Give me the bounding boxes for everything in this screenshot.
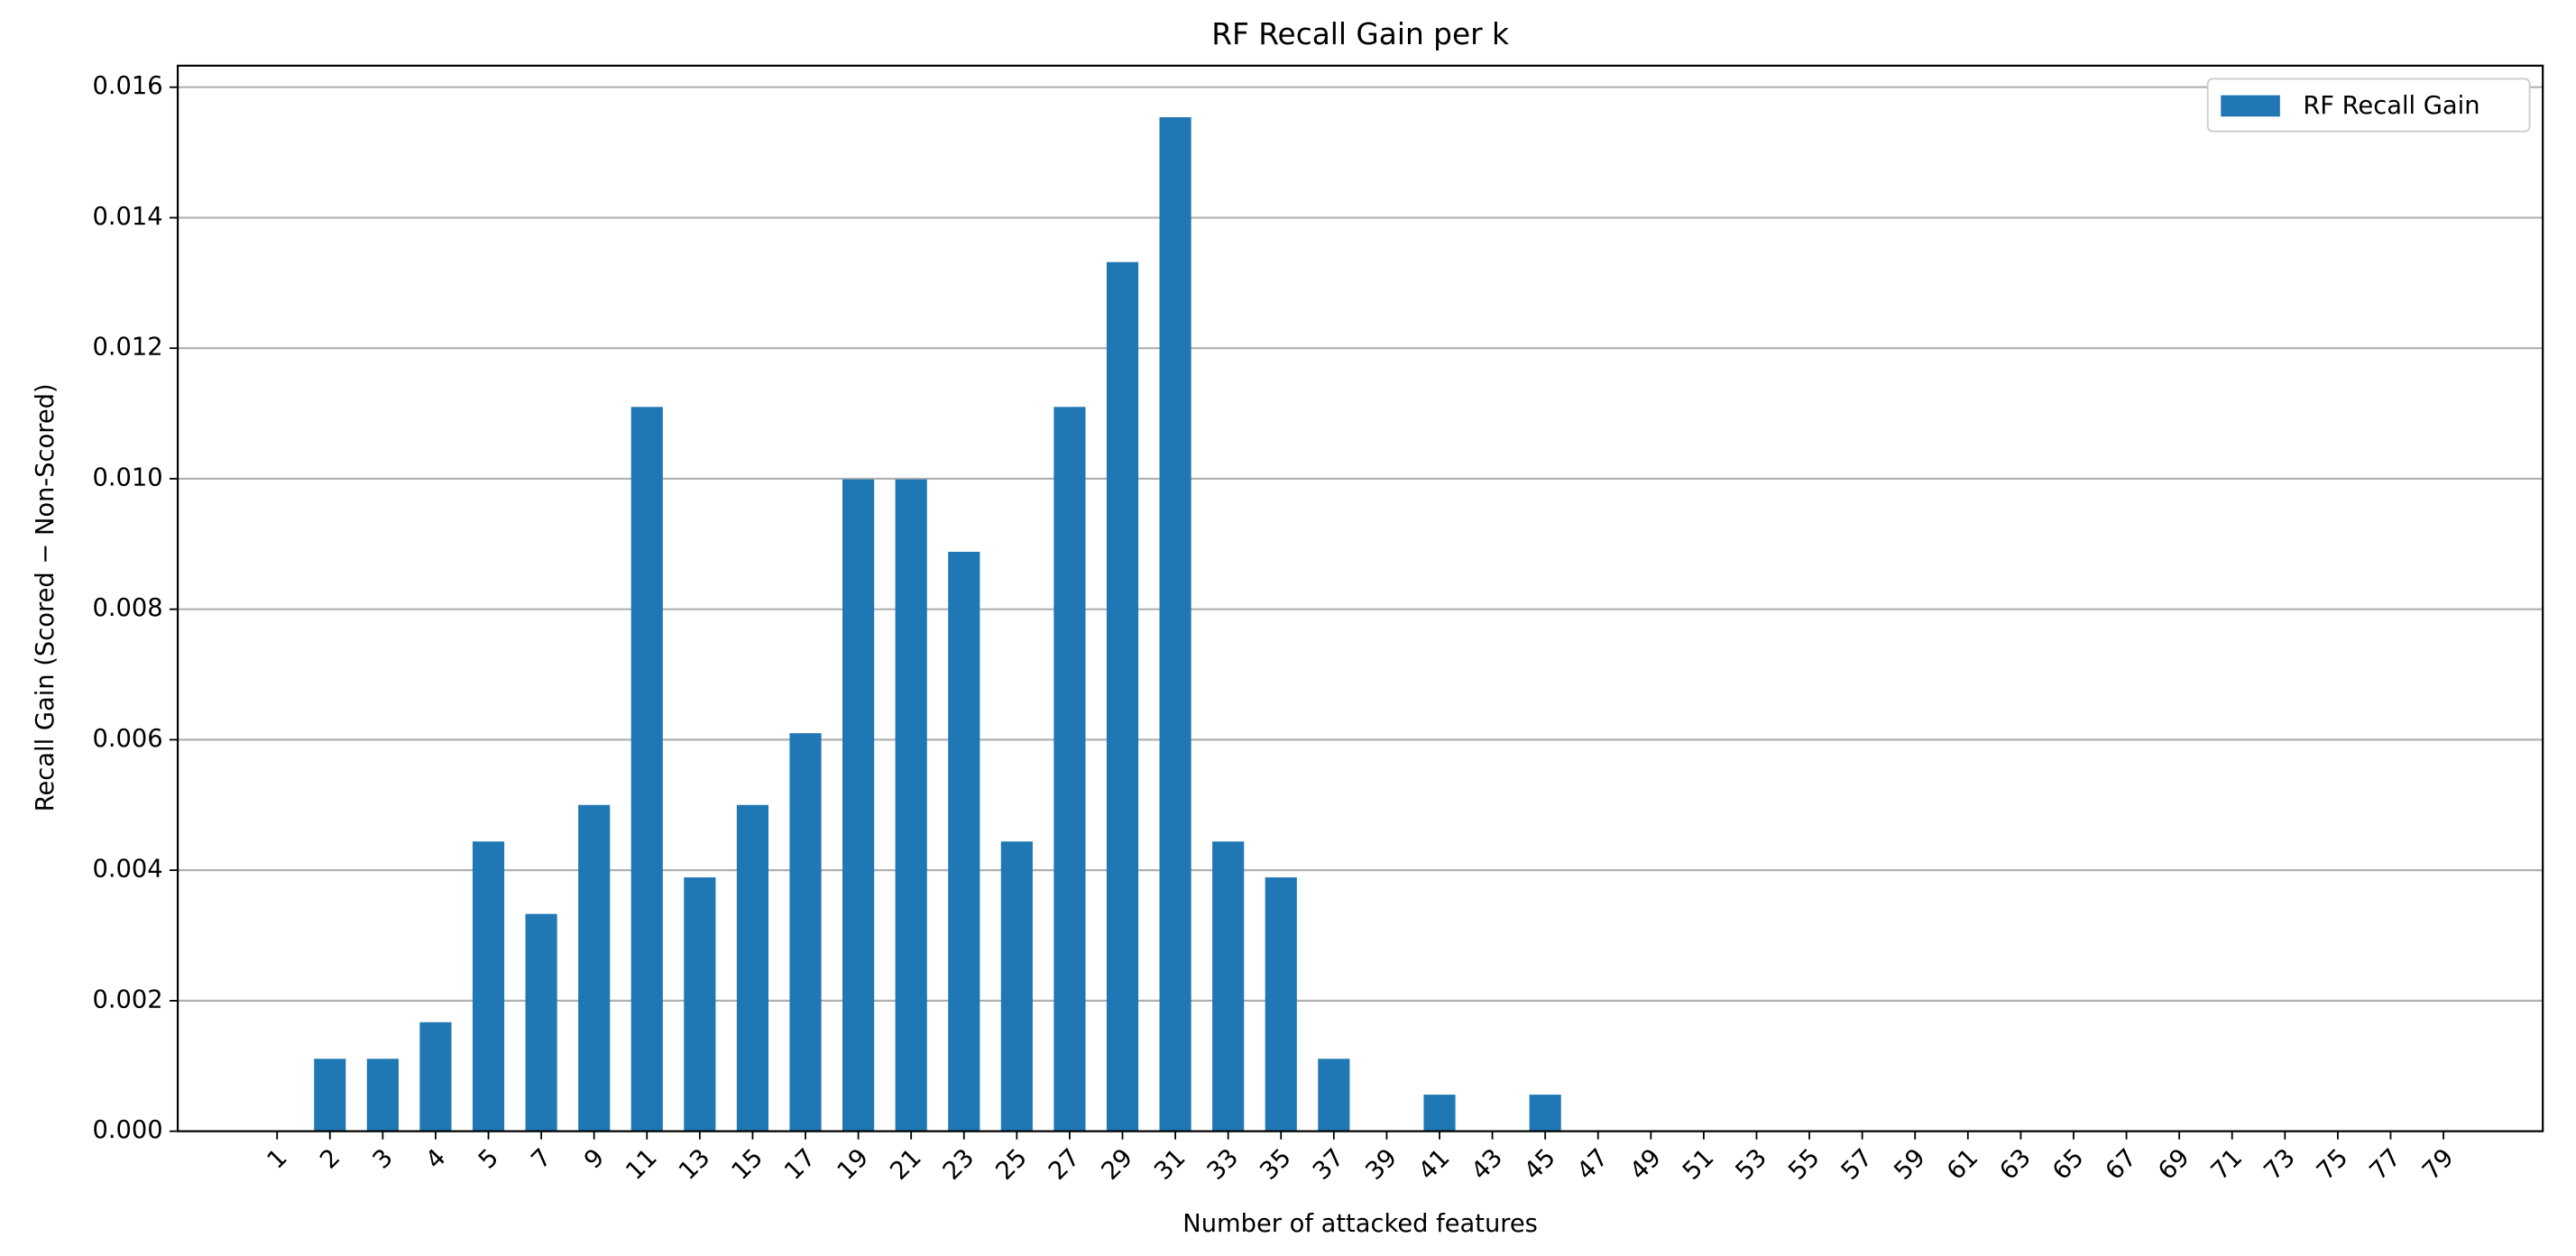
x-tick-label: 79 [2417, 1143, 2459, 1185]
bar [684, 877, 716, 1132]
x-tick-label: 61 [1942, 1143, 1983, 1185]
x-tick-label: 33 [1202, 1143, 1244, 1185]
bar [314, 1059, 346, 1132]
legend: RF Recall Gain [2206, 78, 2531, 133]
bar [1318, 1059, 1350, 1132]
x-axis-label: Number of attacked features [1182, 1210, 1538, 1238]
legend-box [2206, 78, 2531, 133]
bar [419, 1022, 452, 1132]
x-tick-label: 29 [1097, 1143, 1138, 1185]
bar [1212, 841, 1245, 1132]
bar [366, 1059, 399, 1132]
x-tick-label: 41 [1413, 1143, 1455, 1185]
x-tick-label: 13 [674, 1143, 715, 1185]
chart-title: RF Recall Gain per k [1211, 17, 1509, 51]
x-tick-label: 3 [368, 1143, 399, 1174]
bar [736, 804, 769, 1132]
bar [842, 479, 875, 1132]
x-tick-label: 57 [1836, 1143, 1878, 1185]
x-tick-label: 59 [1889, 1143, 1930, 1185]
x-tick-label: 75 [2312, 1143, 2353, 1185]
x-tick-label: 49 [1624, 1143, 1666, 1185]
bar [578, 804, 611, 1132]
x-tick-label: 1 [262, 1143, 293, 1174]
bar [1000, 841, 1033, 1132]
bar [1159, 117, 1191, 1132]
x-tick-label: 65 [2047, 1143, 2089, 1185]
x-tick-label: 23 [938, 1143, 980, 1185]
x-tick-label: 17 [779, 1143, 821, 1185]
x-tick-label: 19 [833, 1143, 874, 1185]
x-tick-label: 21 [885, 1143, 926, 1185]
x-tick-label: 35 [1255, 1143, 1296, 1185]
y-tick-label: 0.012 [93, 334, 163, 362]
x-tick-label: 11 [621, 1143, 662, 1185]
x-tick-label: 69 [2153, 1143, 2194, 1185]
x-tick-label: 71 [2206, 1143, 2248, 1185]
bar [525, 913, 557, 1132]
bar [630, 407, 663, 1132]
legend-label: RF Recall Gain [2303, 92, 2479, 120]
x-tick-label: 27 [1044, 1143, 1085, 1185]
x-tick-label: 67 [2101, 1143, 2142, 1185]
bar [789, 733, 822, 1132]
y-tick-label: 0.014 [93, 203, 163, 231]
bar [1423, 1095, 1456, 1132]
x-tick-label: 31 [1149, 1143, 1191, 1185]
y-tick-label: 0.016 [93, 72, 163, 100]
x-tick-label: 25 [990, 1143, 1032, 1185]
x-tick-label: 51 [1678, 1143, 1719, 1185]
x-tick-label: 77 [2365, 1143, 2406, 1185]
x-tick-label: 4 [420, 1143, 451, 1174]
bar [1053, 407, 1086, 1132]
legend-swatch [2221, 95, 2280, 117]
bar [895, 479, 927, 1132]
x-tick-label: 2 [315, 1143, 345, 1174]
x-tick-label: 43 [1467, 1143, 1508, 1185]
x-tick-label: 55 [1783, 1143, 1825, 1185]
bar [1529, 1095, 1561, 1132]
plot-frame [176, 64, 2544, 1132]
x-tick-label: 37 [1308, 1143, 1349, 1185]
y-tick-label: 0.000 [93, 1116, 163, 1144]
y-tick-label: 0.004 [93, 856, 163, 884]
x-tick-label: 39 [1360, 1143, 1402, 1185]
bar [472, 841, 505, 1132]
x-tick-label: 9 [579, 1143, 610, 1174]
bar [1265, 877, 1297, 1132]
y-tick-label: 0.010 [93, 463, 163, 491]
y-tick-label: 0.006 [93, 725, 163, 753]
bar [1106, 261, 1139, 1132]
y-tick-label: 0.002 [93, 986, 163, 1013]
y-tick-label: 0.008 [93, 594, 163, 622]
x-tick-label: 15 [726, 1143, 768, 1185]
x-tick-label: 7 [526, 1143, 557, 1174]
y-axis-label: Recall Gain (Scored − Non-Scored) [32, 383, 60, 811]
x-tick-label: 45 [1519, 1143, 1560, 1185]
x-tick-label: 53 [1731, 1143, 1772, 1185]
x-tick-label: 63 [1994, 1143, 2036, 1185]
x-tick-label: 47 [1572, 1143, 1614, 1185]
x-tick-label: 5 [474, 1143, 504, 1174]
x-tick-label: 73 [2259, 1143, 2300, 1185]
bar [948, 551, 980, 1132]
